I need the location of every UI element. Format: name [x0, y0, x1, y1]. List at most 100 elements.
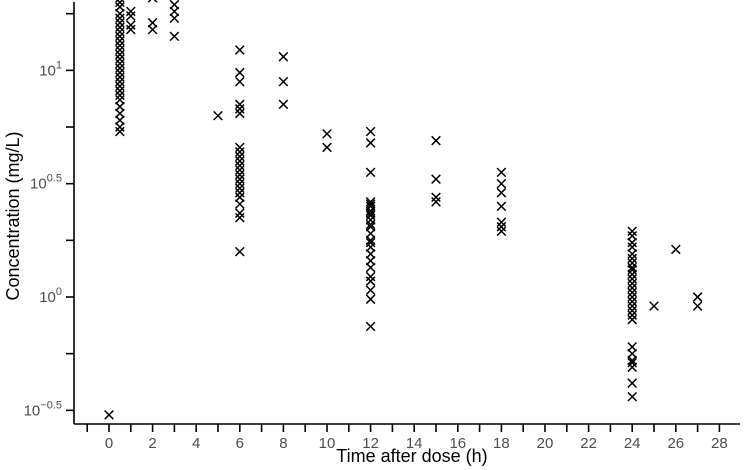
- data-point: [627, 357, 638, 368]
- x-tick-label: 28: [711, 435, 728, 452]
- data-point: [115, 122, 125, 132]
- data-point: [627, 301, 638, 311]
- data-point: [627, 230, 638, 241]
- data-point: [125, 6, 136, 17]
- data-point: [627, 264, 638, 275]
- y-tick-label-base: 10: [39, 289, 56, 306]
- data-point: [104, 410, 114, 420]
- y-tick-label: 100.5: [30, 173, 62, 193]
- data-point: [278, 76, 289, 87]
- data-point: [365, 228, 376, 239]
- data-point: [692, 292, 703, 302]
- data-point: [627, 237, 638, 248]
- data-point: [115, 45, 125, 55]
- data-point: [115, 49, 125, 60]
- data-point: [115, 8, 125, 19]
- data-point: [115, 40, 125, 51]
- y-tick-label: 10−0.5: [24, 399, 62, 419]
- data-point: [627, 287, 638, 298]
- data-point: [115, 126, 125, 137]
- data-point: [365, 321, 376, 332]
- data-point: [496, 226, 507, 237]
- data-point: [115, 63, 125, 73]
- data-point: [322, 128, 332, 139]
- data-point: [115, 58, 125, 69]
- data-point: [365, 167, 376, 178]
- data-point: [115, 36, 125, 46]
- y-tick-label-base: 10: [24, 402, 41, 419]
- data-point: [115, 17, 125, 28]
- data-point: [234, 104, 245, 114]
- data-point: [365, 255, 376, 266]
- data-point: [234, 160, 245, 171]
- data-point: [496, 187, 507, 198]
- data-point: [496, 167, 507, 178]
- data-point: [169, 0, 180, 10]
- data-point: [627, 283, 638, 293]
- data-point: [365, 276, 376, 286]
- data-point: [365, 215, 376, 225]
- data-point: [234, 246, 245, 257]
- data-point: [365, 285, 376, 296]
- data-point: [234, 208, 245, 218]
- y-tick-label: 101: [39, 59, 62, 79]
- data-point: [627, 355, 638, 366]
- y-tick-label-base: 10: [30, 176, 47, 193]
- data-point: [627, 305, 638, 316]
- data-point: [365, 237, 376, 248]
- data-point: [365, 138, 376, 148]
- data-point: [627, 269, 638, 280]
- data-point: [125, 11, 136, 21]
- data-point: [278, 51, 289, 62]
- data-point: [365, 199, 376, 209]
- y-tick-label-exponent: 0: [56, 286, 62, 298]
- data-point: [234, 212, 245, 223]
- x-tick-label: 10: [319, 435, 336, 452]
- y-axis-title: Concentration (mg/L): [3, 131, 23, 300]
- data-point: [213, 110, 223, 121]
- data-point: [431, 196, 441, 207]
- y-tick-label-exponent: 1: [56, 59, 62, 71]
- y-tick-label-exponent: 0.5: [47, 173, 62, 185]
- data-point: [115, 54, 125, 64]
- data-point: [365, 271, 376, 282]
- data-point: [234, 187, 245, 198]
- data-point: [365, 210, 376, 221]
- x-axis-ticks: 0 2 4 6 8 10 12 14 16 18 20 22 24 26 28: [86, 424, 728, 452]
- data-point: [431, 192, 441, 203]
- y-tick-label-base: 10: [39, 62, 56, 79]
- data-point: [234, 67, 245, 78]
- data-point: [365, 206, 376, 216]
- data-point: [627, 242, 638, 252]
- data-point: [115, 0, 125, 8]
- data-point: [365, 219, 376, 230]
- data-point: [627, 226, 638, 237]
- data-point: [115, 13, 125, 24]
- data-point: [115, 2, 125, 12]
- data-point: [627, 292, 638, 302]
- data-point: [234, 199, 245, 209]
- data-point: [234, 156, 245, 166]
- data-point: [496, 217, 507, 228]
- data-point: [496, 221, 507, 232]
- data-point: [125, 20, 136, 30]
- data-point: [365, 201, 376, 212]
- x-tick-label: 22: [580, 435, 597, 452]
- data-point: [115, 85, 125, 96]
- x-tick-label: 4: [192, 435, 200, 452]
- data-point: [627, 249, 638, 259]
- data-point: [115, 76, 125, 87]
- data-point: [365, 221, 376, 232]
- data-point: [115, 26, 125, 37]
- y-tick-label: 100: [39, 286, 62, 306]
- data-point: [147, 0, 158, 3]
- data-point: [278, 99, 289, 110]
- data-point: [649, 301, 659, 311]
- data-point: [627, 342, 638, 352]
- x-tick-label: 24: [624, 435, 641, 452]
- data-point: [115, 90, 125, 101]
- data-point: [115, 0, 125, 3]
- x-tick-label: 0: [105, 435, 113, 452]
- data-point: [365, 126, 376, 137]
